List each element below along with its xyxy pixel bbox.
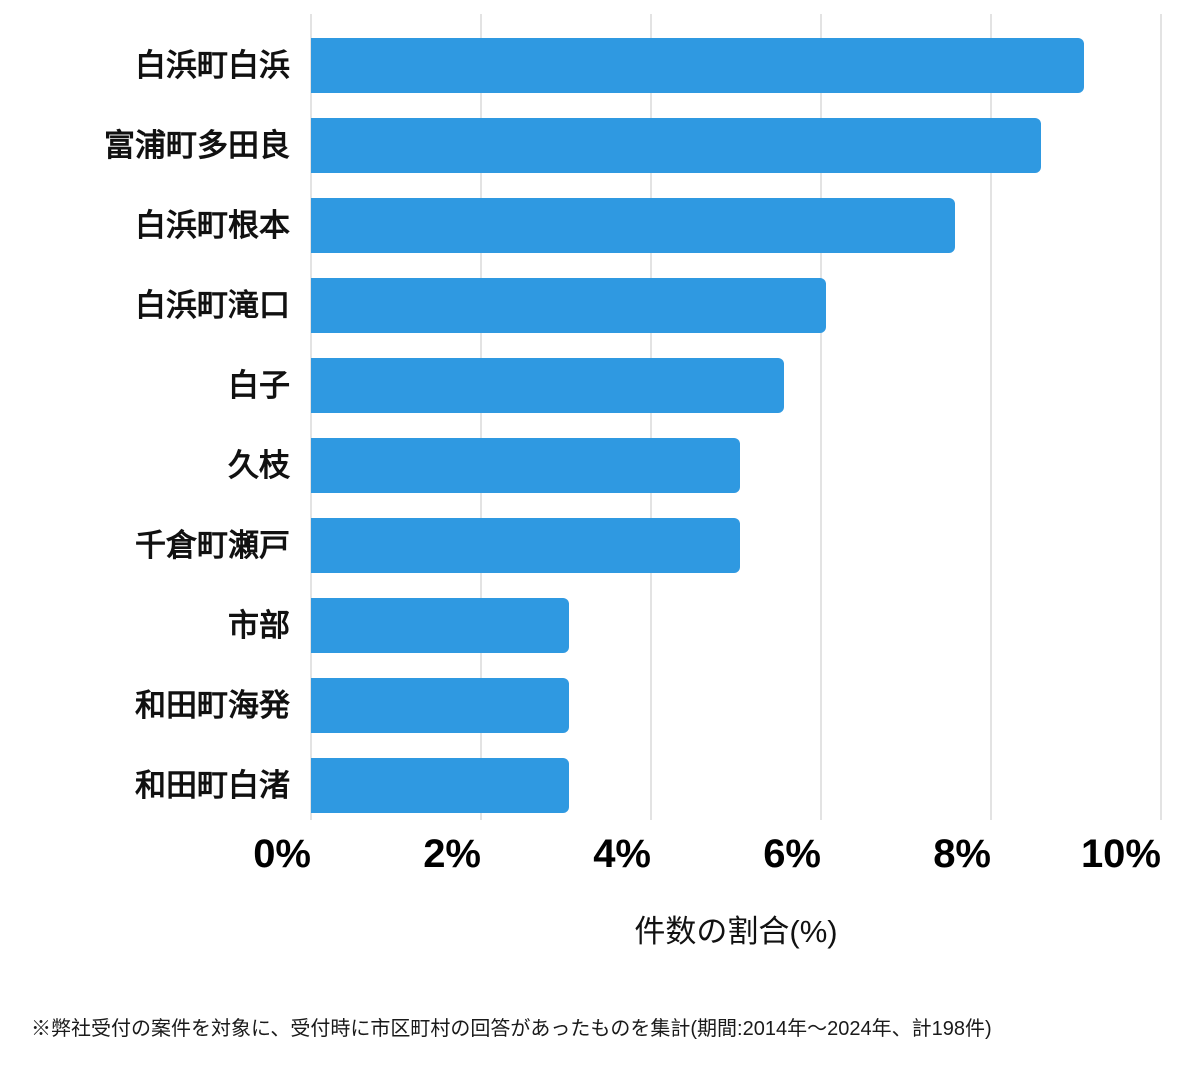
category-label: 白浜町根本 [135,208,290,243]
category-label: 和田町海発 [135,688,290,723]
category-label: 久枝 [228,448,290,483]
gridline [650,14,652,820]
bar [311,518,741,573]
category-label: 白浜町白浜 [135,48,290,83]
bar [311,598,569,653]
value-axis: 0% 2% 4% 6% 8% 10% [253,832,1161,884]
bar [311,758,569,813]
category-label: 白子 [228,368,290,403]
bar [311,38,1084,93]
plot-area [310,14,1162,820]
category-label: 千倉町瀬戸 [135,528,290,563]
category-label: 富浦町多田良 [104,128,290,163]
gridline [990,14,992,820]
bar [311,678,569,733]
bar [311,118,1042,173]
x-tick-label: 4% [593,832,651,876]
gridline [480,14,482,820]
bar [311,198,956,253]
bar [311,358,784,413]
category-axis: 白浜町白浜富浦町多田良白浜町根本白浜町滝口白子久枝千倉町瀬戸市部和田町海発和田町… [0,14,290,820]
gridline [820,14,822,820]
x-axis-title: 件数の割合(%) [634,914,838,949]
gridline [310,14,312,820]
x-tick-label: 10% [1080,832,1161,876]
x-tick-label: 2% [423,832,481,876]
bar [311,438,741,493]
gridline [1160,14,1162,820]
category-label: 和田町白渚 [135,768,290,803]
category-label: 白浜町滝口 [135,288,290,323]
category-label: 市部 [228,608,290,643]
bar [311,278,827,333]
footnote: ※弊社受付の案件を対象に、受付時に市区町村の回答があったものを集計(期間:201… [31,1018,992,1040]
x-tick-label: 0% [253,832,311,876]
x-tick-label: 6% [763,832,821,876]
x-tick-label: 8% [933,832,991,876]
